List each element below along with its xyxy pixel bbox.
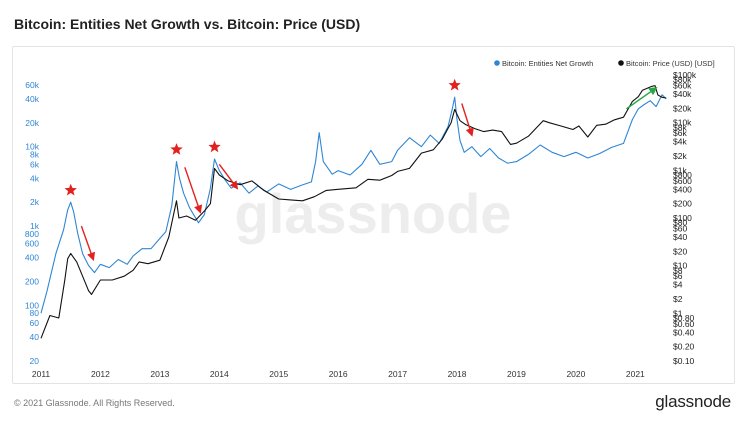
legend-swatch xyxy=(618,60,624,66)
right-tick-label: $1 xyxy=(673,308,683,318)
right-tick-label: $400 xyxy=(673,184,692,194)
decline-arrow xyxy=(461,103,474,137)
right-tick-label: $1k xyxy=(673,165,687,175)
left-tick-label: 80 xyxy=(30,308,40,318)
right-tick-label: $60k xyxy=(673,81,692,91)
copyright-text: © 2021 Glassnode. All Rights Reserved. xyxy=(14,398,175,408)
x-tick-label: 2015 xyxy=(269,369,288,379)
right-tick-label: $0.60 xyxy=(673,319,695,329)
watermark: glassnode xyxy=(235,182,512,245)
right-axis-ticks: $100k$80k$60k$40k $20k $10k$8k$6k$4k $2k $1k… xyxy=(673,70,697,366)
right-tick-label: $100k xyxy=(673,70,697,80)
x-axis-ticks: 2011 2012 2013 2014 2015 2016 2017 2018 2019 2020… xyxy=(32,369,645,379)
x-tick-label: 2011 xyxy=(32,369,51,379)
peak-star-marker xyxy=(208,140,221,153)
x-tick-label: 2020 xyxy=(566,369,585,379)
page-title: Bitcoin: Entities Net Growth vs. Bitcoin… xyxy=(14,16,361,32)
peak-star-marker xyxy=(170,143,183,155)
right-tick-label: $2 xyxy=(673,294,683,304)
right-tick-label: $80 xyxy=(673,218,687,228)
left-tick-label: 60 xyxy=(30,318,40,328)
x-tick-label: 2016 xyxy=(329,369,348,379)
right-tick-label: $0.20 xyxy=(673,342,695,352)
right-tick-label: $0.80 xyxy=(673,313,695,323)
left-tick-label: 200 xyxy=(25,277,39,287)
decline-arrow xyxy=(80,225,96,262)
decline-arrow xyxy=(218,163,239,190)
right-tick-label: $200 xyxy=(673,199,692,209)
left-tick-label: 100 xyxy=(25,301,39,311)
x-tick-label: 2017 xyxy=(388,369,407,379)
right-tick-label: $4 xyxy=(673,280,683,290)
series-layer xyxy=(40,85,667,339)
chart-legend: Bitcoin: Entities Net Growth Bitcoin: Pri… xyxy=(494,59,715,68)
left-tick-label: 800 xyxy=(25,229,39,239)
right-tick-label: $8 xyxy=(673,265,683,275)
right-tick-label: $80k xyxy=(673,75,692,85)
annotations-layer xyxy=(64,78,658,262)
left-tick-label: 6k xyxy=(30,159,40,169)
right-tick-label: $0.40 xyxy=(673,327,695,337)
peak-star-marker xyxy=(448,78,461,91)
right-tick-label: $800 xyxy=(673,170,692,180)
x-tick-label: 2012 xyxy=(91,369,110,379)
right-tick-label: $40k xyxy=(673,89,692,99)
left-tick-label: 400 xyxy=(25,253,39,263)
right-tick-label: $6k xyxy=(673,128,687,138)
left-tick-label: 600 xyxy=(25,239,39,249)
right-tick-label: $6 xyxy=(673,271,683,281)
left-tick-label: 20k xyxy=(25,118,39,128)
peak-star-marker xyxy=(64,183,77,196)
price-line xyxy=(40,85,667,339)
left-tick-label: 40k xyxy=(25,94,39,104)
right-tick-label: $600 xyxy=(673,176,692,186)
decline-arrow xyxy=(184,167,203,214)
left-tick-label: 10k xyxy=(25,142,39,152)
x-tick-label: 2018 xyxy=(448,369,467,379)
entities-net-growth-line xyxy=(40,94,667,314)
right-tick-label: $40 xyxy=(673,232,687,242)
legend-swatch xyxy=(494,60,500,66)
right-tick-label: $20k xyxy=(673,103,692,113)
x-tick-label: 2014 xyxy=(210,369,229,379)
uptrend-arrow xyxy=(626,86,658,110)
right-tick-label: $100 xyxy=(673,213,692,223)
left-tick-label: 8k xyxy=(30,149,40,159)
legend-label: Bitcoin: Entities Net Growth xyxy=(502,59,593,68)
x-tick-label: 2019 xyxy=(507,369,526,379)
left-tick-label: 4k xyxy=(30,173,40,183)
right-tick-label: $2k xyxy=(673,151,687,161)
left-tick-label: 40 xyxy=(30,332,40,342)
legend-label: Bitcoin: Price (USD) [USD] xyxy=(626,59,715,68)
right-tick-label: $60 xyxy=(673,224,687,234)
x-tick-label: 2013 xyxy=(150,369,169,379)
right-tick-label: $10k xyxy=(673,118,692,128)
right-tick-label: $10 xyxy=(673,261,687,271)
left-tick-label: 20 xyxy=(30,356,40,366)
x-tick-label: 2021 xyxy=(626,369,645,379)
chart-frame: glassnode 60k 40k 20k 10k 8k 6k 4k 2k 1k 800 600 40… xyxy=(12,46,735,384)
right-tick-label: $4k xyxy=(673,137,687,147)
left-tick-label: 60k xyxy=(25,80,39,90)
right-tick-label: $8k xyxy=(673,122,687,132)
glassnode-logo: glassnode xyxy=(655,392,731,411)
left-tick-label: 1k xyxy=(30,221,40,231)
right-tick-label: $20 xyxy=(673,246,687,256)
left-tick-label: 2k xyxy=(30,197,40,207)
right-tick-label: $0.10 xyxy=(673,356,695,366)
